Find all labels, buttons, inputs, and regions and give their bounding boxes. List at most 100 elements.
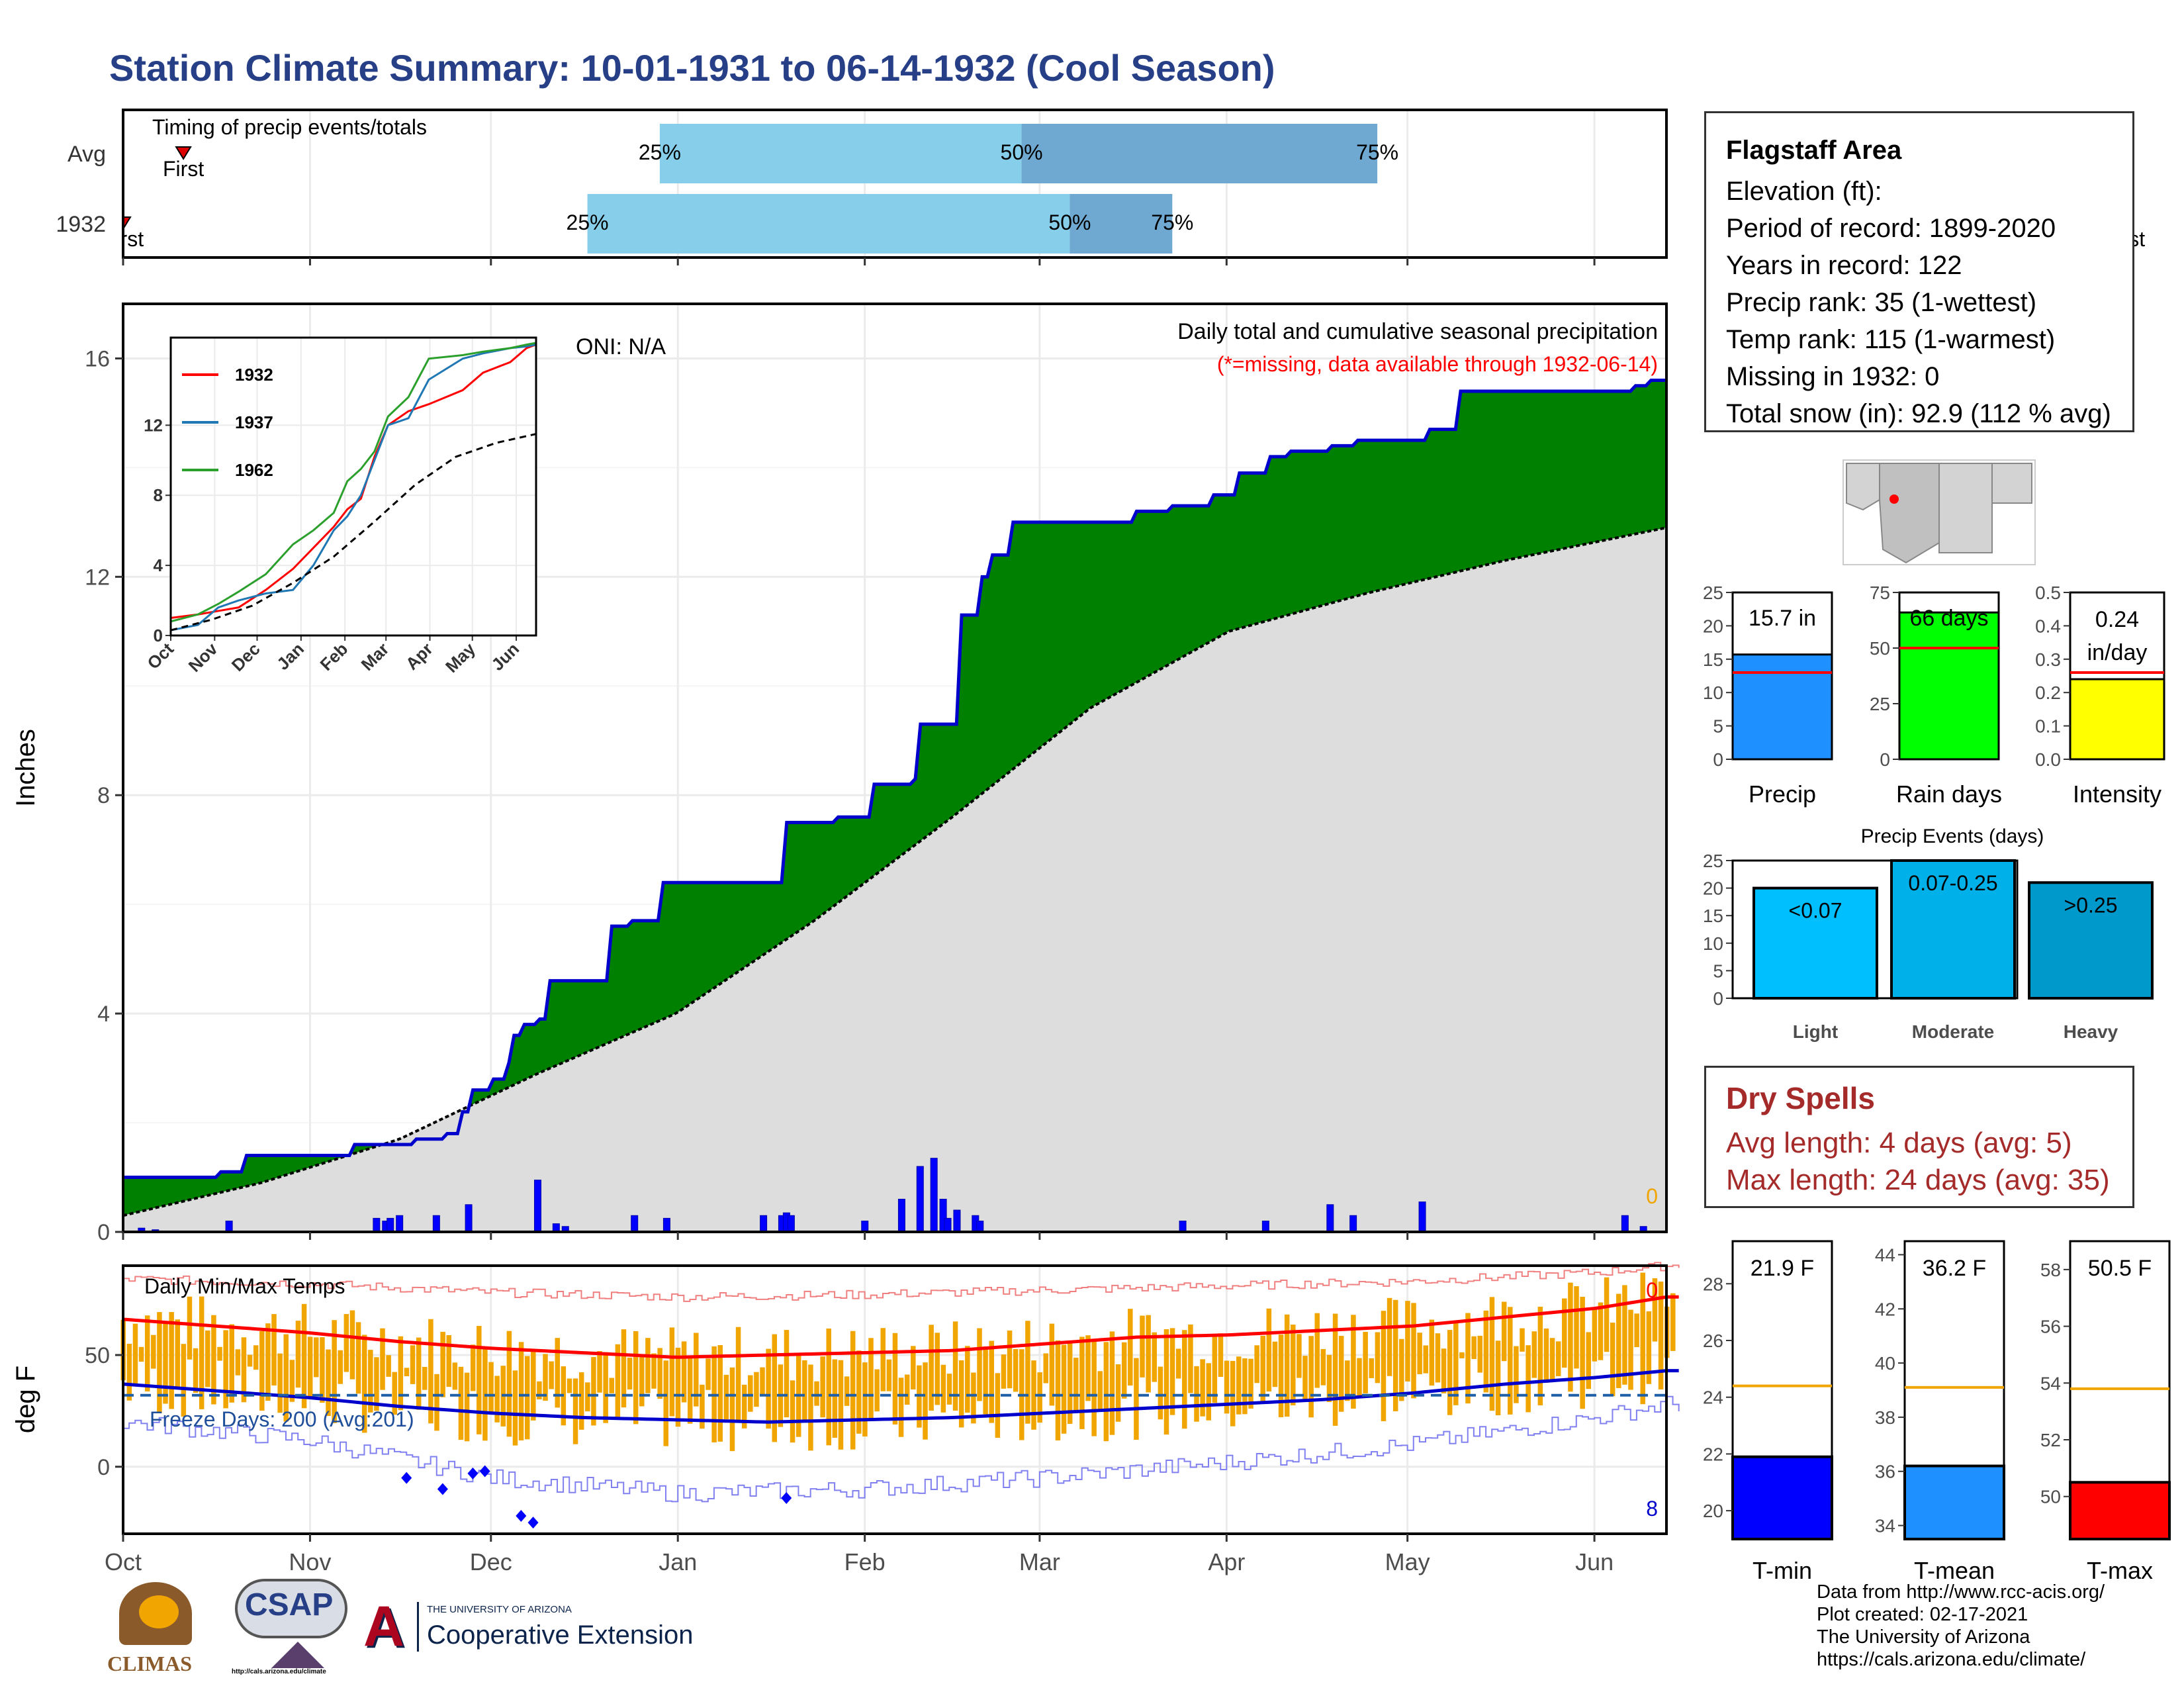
daily-temp-bar — [1163, 1329, 1169, 1435]
daily-temp-bar — [1212, 1335, 1218, 1403]
daily-temp-bar — [380, 1328, 385, 1390]
daily-temp-bar — [1218, 1333, 1224, 1377]
credits-data-source: Data from http://www.rcc-acis.org/ — [1817, 1581, 2105, 1603]
daily-temp-bar — [820, 1356, 825, 1418]
daily-temp-bar — [187, 1296, 193, 1360]
daily-temp-bar — [1646, 1311, 1652, 1384]
daily-temp-bar — [989, 1340, 994, 1423]
summary-ytick-label-Intensity-0.2: 0.2 — [2035, 682, 2061, 703]
daily-temp-bar — [609, 1378, 614, 1393]
daily-temp-bar — [1411, 1303, 1416, 1399]
daily-temp-bar — [862, 1362, 868, 1437]
daily-temp-bar — [555, 1338, 560, 1408]
station-name: Flagstaff Area — [1726, 136, 1902, 165]
precip-missing-note: (*=missing, data available through 1932-… — [1217, 352, 1658, 376]
daily-temp-bar — [307, 1336, 313, 1398]
daily-temp-bar — [705, 1358, 711, 1390]
precip-events-ytick-label-20: 20 — [1703, 878, 1723, 899]
temp-summary-ytick-label-T-mean-40: 40 — [1875, 1353, 1895, 1374]
temp-ytick-label-0: 0 — [97, 1455, 110, 1480]
daily-temp-bar — [193, 1348, 199, 1393]
temp-ylabel: deg F — [11, 1366, 40, 1433]
summary-ytick-label-Intensity-0.4: 0.4 — [2035, 616, 2061, 636]
precip-ytick-label-12: 12 — [85, 565, 110, 590]
summary-category-Precip: Precip — [1749, 780, 1816, 808]
daily-temp-bar — [1314, 1313, 1320, 1388]
station-missing: Missing in 1932: 0 — [1726, 362, 1940, 391]
month-label-Feb: Feb — [844, 1548, 886, 1575]
daily-temp-bar — [440, 1331, 445, 1397]
precip-events-ytick-label-10: 10 — [1703, 933, 1723, 954]
month-label-Jun: Jun — [1575, 1548, 1614, 1575]
daily-temp-bar — [1543, 1328, 1549, 1383]
daily-temp-bar — [1555, 1341, 1561, 1377]
daily-temp-bar — [151, 1335, 156, 1369]
daily-precip-bar — [1326, 1204, 1334, 1233]
daily-temp-bar — [1291, 1325, 1296, 1406]
inset-frame — [169, 336, 537, 637]
daily-temp-bar — [1399, 1338, 1404, 1401]
csap-mountain — [271, 1642, 324, 1668]
daily-temp-bar — [1392, 1299, 1398, 1411]
daily-temp-bar — [271, 1314, 277, 1385]
daily-temp-bar — [326, 1349, 331, 1417]
summary-ytick-label-Precip-15: 15 — [1703, 649, 1723, 670]
daily-temp-bar — [338, 1350, 343, 1384]
daily-temp-bar — [494, 1376, 500, 1423]
average-min-line — [122, 1369, 1679, 1424]
daily-temp-bar — [332, 1320, 337, 1423]
daily-temp-bar — [735, 1327, 741, 1421]
daily-temp-bar — [952, 1321, 958, 1411]
daily-temp-bar — [223, 1330, 228, 1409]
precip-ylabel: Inches — [11, 729, 40, 807]
daily-temp-bar — [1091, 1340, 1097, 1436]
daily-temp-bar — [639, 1356, 645, 1407]
daily-temp-bar — [1224, 1360, 1230, 1414]
daily-temp-bar — [1447, 1330, 1453, 1415]
temp-ytick-label-50: 50 — [85, 1343, 110, 1368]
daily-temp-bar — [1562, 1298, 1567, 1368]
daily-temp-bar — [790, 1380, 796, 1443]
summary-ytick-label-Intensity-0.1: 0.1 — [2035, 716, 2061, 737]
temp-panel-title: Daily Min/Max Temps — [144, 1274, 345, 1298]
daily-precip-bar — [916, 1166, 924, 1233]
daily-temp-bar — [1357, 1358, 1362, 1397]
daily-temp-bar — [1194, 1366, 1199, 1422]
precip-missing-count: 0 — [1646, 1184, 1658, 1208]
daily-temp-bar — [1200, 1359, 1205, 1417]
daily-temp-bar — [368, 1350, 373, 1413]
daily-temp-bar — [512, 1370, 518, 1446]
daily-temp-bar — [1031, 1360, 1036, 1430]
daily-temp-bar — [1640, 1272, 1645, 1405]
daily-temp-bar — [886, 1359, 892, 1391]
daily-temp-bar — [488, 1362, 494, 1414]
daily-temp-bar — [1622, 1285, 1627, 1385]
daily-temp-bar — [1417, 1333, 1422, 1374]
daily-precip-bar — [396, 1215, 404, 1233]
daily-temp-bar — [452, 1362, 458, 1390]
daily-temp-bar — [995, 1373, 1001, 1438]
precip-events-bar-label-Moderate: 0.07-0.25 — [1908, 871, 1997, 895]
ua-big-text: Cooperative Extension — [427, 1620, 694, 1650]
month-label-Mar: Mar — [1019, 1548, 1060, 1575]
daily-temp-bar — [343, 1314, 349, 1372]
daily-temp-bar — [1338, 1336, 1344, 1412]
month-label-Oct: Oct — [105, 1548, 142, 1575]
temp-summary-category-T-min: T-min — [1752, 1557, 1812, 1584]
daily-temp-bar — [766, 1348, 771, 1429]
station-precip-rank: Precip rank: 35 (1-wettest) — [1726, 288, 2037, 317]
daily-temp-bar — [1121, 1342, 1127, 1399]
daily-temp-bar — [1254, 1345, 1259, 1383]
daily-temp-bar — [241, 1337, 247, 1403]
daily-temp-bar — [1381, 1311, 1387, 1421]
daily-temp-bar — [1320, 1348, 1326, 1385]
temp-summary-ytick-label-T-max-56: 56 — [2040, 1317, 2061, 1337]
daily-temp-bar — [132, 1323, 138, 1385]
daily-temp-bar — [681, 1341, 687, 1403]
inset-border — [169, 336, 537, 637]
daily-precip-bar — [897, 1199, 905, 1233]
station-temp-rank: Temp rank: 115 (1-warmest) — [1726, 325, 2056, 354]
daily-temp-bar — [572, 1378, 578, 1444]
daily-precip-bar — [861, 1221, 869, 1233]
daily-temp-bar — [434, 1374, 439, 1431]
